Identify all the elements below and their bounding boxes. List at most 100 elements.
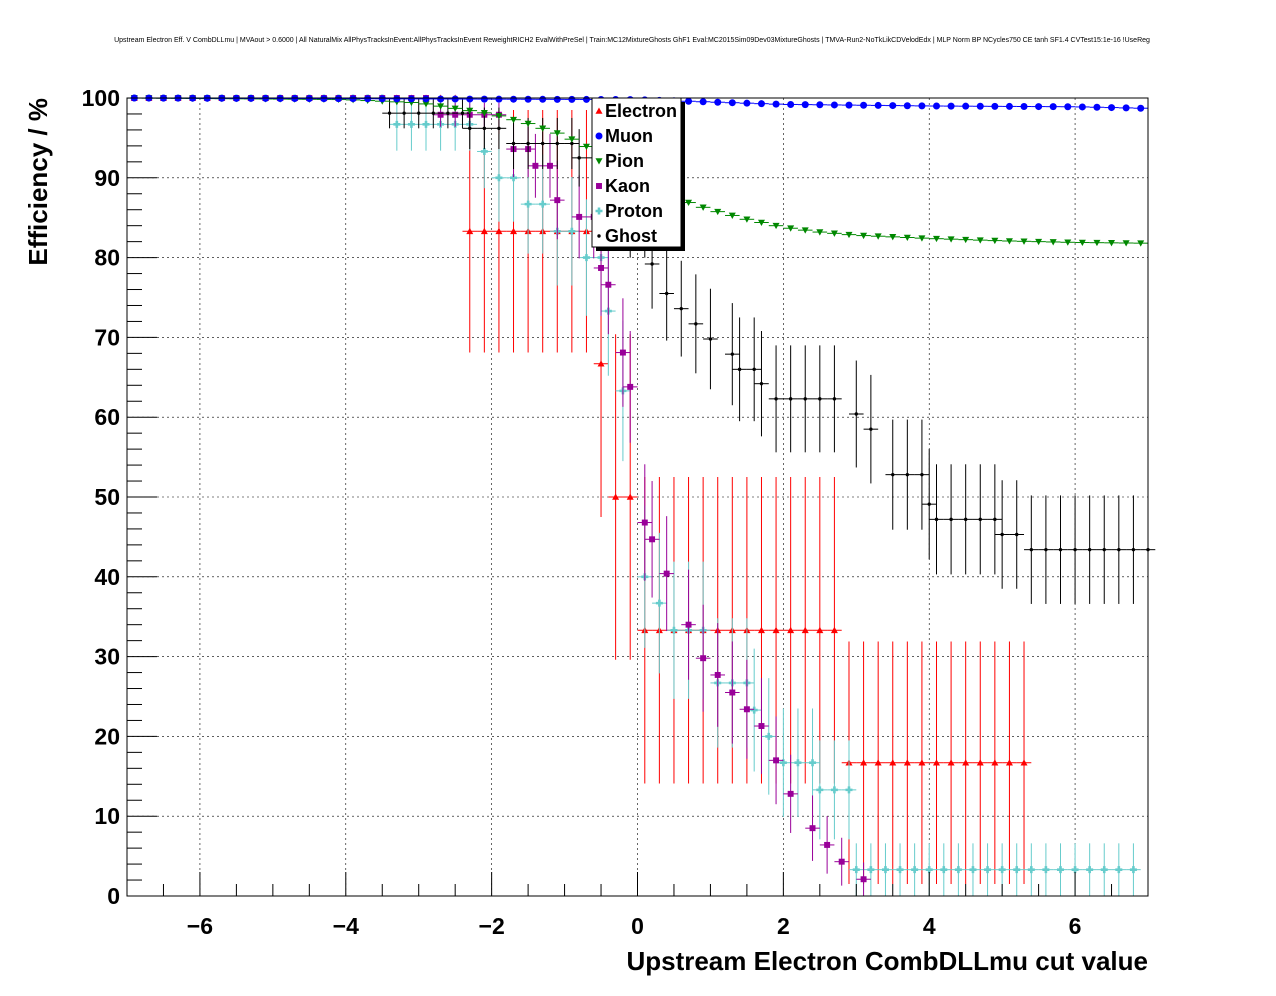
data-point — [685, 199, 693, 207]
data-point — [597, 234, 601, 238]
data-point — [728, 99, 736, 107]
x-axis-label: Upstream Electron CombDLLmu cut value — [626, 946, 1148, 976]
data-point — [699, 204, 707, 211]
data-point — [511, 141, 516, 146]
legend-entry-kaon: Kaon — [605, 176, 650, 196]
data-point — [1013, 866, 1021, 874]
data-point — [1064, 103, 1072, 111]
data-point — [595, 158, 603, 165]
data-point — [801, 227, 809, 234]
data-point — [984, 866, 992, 874]
data-point — [998, 866, 1006, 874]
data-point — [845, 231, 853, 239]
data-point — [482, 126, 487, 131]
data-point — [480, 147, 488, 155]
legend-entry-electron: Electron — [605, 101, 677, 121]
data-point — [466, 95, 474, 103]
data-point — [495, 95, 503, 103]
data-point — [1064, 239, 1072, 246]
data-point — [801, 101, 809, 109]
data-point — [940, 866, 948, 874]
y-tick-label: 40 — [94, 564, 120, 590]
data-point — [1115, 866, 1123, 874]
data-point — [555, 141, 559, 146]
data-point — [976, 759, 984, 766]
data-point — [903, 234, 911, 241]
data-point — [1015, 532, 1019, 537]
data-point — [925, 866, 933, 874]
data-point — [1137, 104, 1145, 112]
data-point — [437, 103, 445, 110]
data-point — [991, 759, 999, 766]
data-point — [1049, 239, 1057, 246]
data-point — [568, 227, 576, 235]
data-point — [830, 230, 838, 237]
data-point — [750, 706, 758, 714]
data-point — [595, 107, 603, 114]
y-tick-label: 30 — [94, 644, 120, 670]
data-point — [364, 95, 372, 103]
data-point — [387, 111, 392, 115]
data-point — [976, 237, 984, 244]
data-point — [539, 125, 547, 132]
data-point — [393, 120, 401, 128]
data-point — [650, 262, 654, 266]
data-point — [685, 621, 692, 628]
data-point — [539, 200, 547, 208]
data-point — [860, 876, 867, 883]
data-point — [976, 102, 984, 110]
data-point — [1035, 103, 1043, 111]
data-point — [1020, 759, 1028, 766]
data-point — [422, 120, 430, 128]
data-point — [824, 841, 831, 848]
data-point — [1073, 547, 1077, 552]
data-point — [526, 141, 530, 146]
data-point — [349, 95, 357, 103]
y-axis-label: Efficiency / % — [23, 98, 53, 266]
y-tick-label: 70 — [94, 324, 120, 350]
data-point — [881, 866, 889, 874]
data-point — [422, 95, 430, 103]
data-point — [889, 102, 897, 110]
data-point — [480, 110, 488, 117]
data-point — [816, 229, 824, 236]
legend-entry-pion: Pion — [605, 151, 644, 171]
data-point — [1042, 866, 1050, 874]
data-point — [510, 174, 518, 182]
data-point — [510, 95, 518, 103]
data-point — [641, 519, 648, 526]
data-point — [757, 100, 765, 108]
data-point — [918, 235, 926, 242]
data-point — [1131, 547, 1136, 552]
data-point — [758, 723, 765, 730]
data-point — [663, 570, 670, 577]
data-point — [838, 858, 845, 865]
data-point — [920, 472, 924, 477]
data-point — [431, 111, 435, 115]
data-point — [779, 759, 787, 767]
data-point — [1078, 239, 1086, 247]
data-point — [757, 219, 765, 226]
data-point — [757, 626, 765, 634]
data-point — [889, 234, 897, 241]
data-point — [539, 95, 547, 103]
data-point — [595, 132, 603, 140]
data-point — [1020, 238, 1028, 245]
data-point — [743, 99, 751, 107]
data-point — [933, 102, 941, 110]
data-point — [947, 236, 955, 243]
data-point — [451, 105, 459, 112]
data-point — [934, 517, 939, 522]
data-point — [495, 227, 503, 235]
data-point — [1102, 547, 1106, 552]
data-point — [933, 235, 941, 243]
data-point — [730, 352, 735, 356]
data-point — [582, 95, 590, 103]
data-point — [582, 254, 590, 262]
data-point — [949, 517, 953, 522]
data-point — [765, 732, 773, 740]
data-point — [694, 322, 698, 326]
x-tick-label: −6 — [187, 913, 213, 939]
data-point — [759, 381, 764, 386]
data-point — [466, 227, 474, 235]
